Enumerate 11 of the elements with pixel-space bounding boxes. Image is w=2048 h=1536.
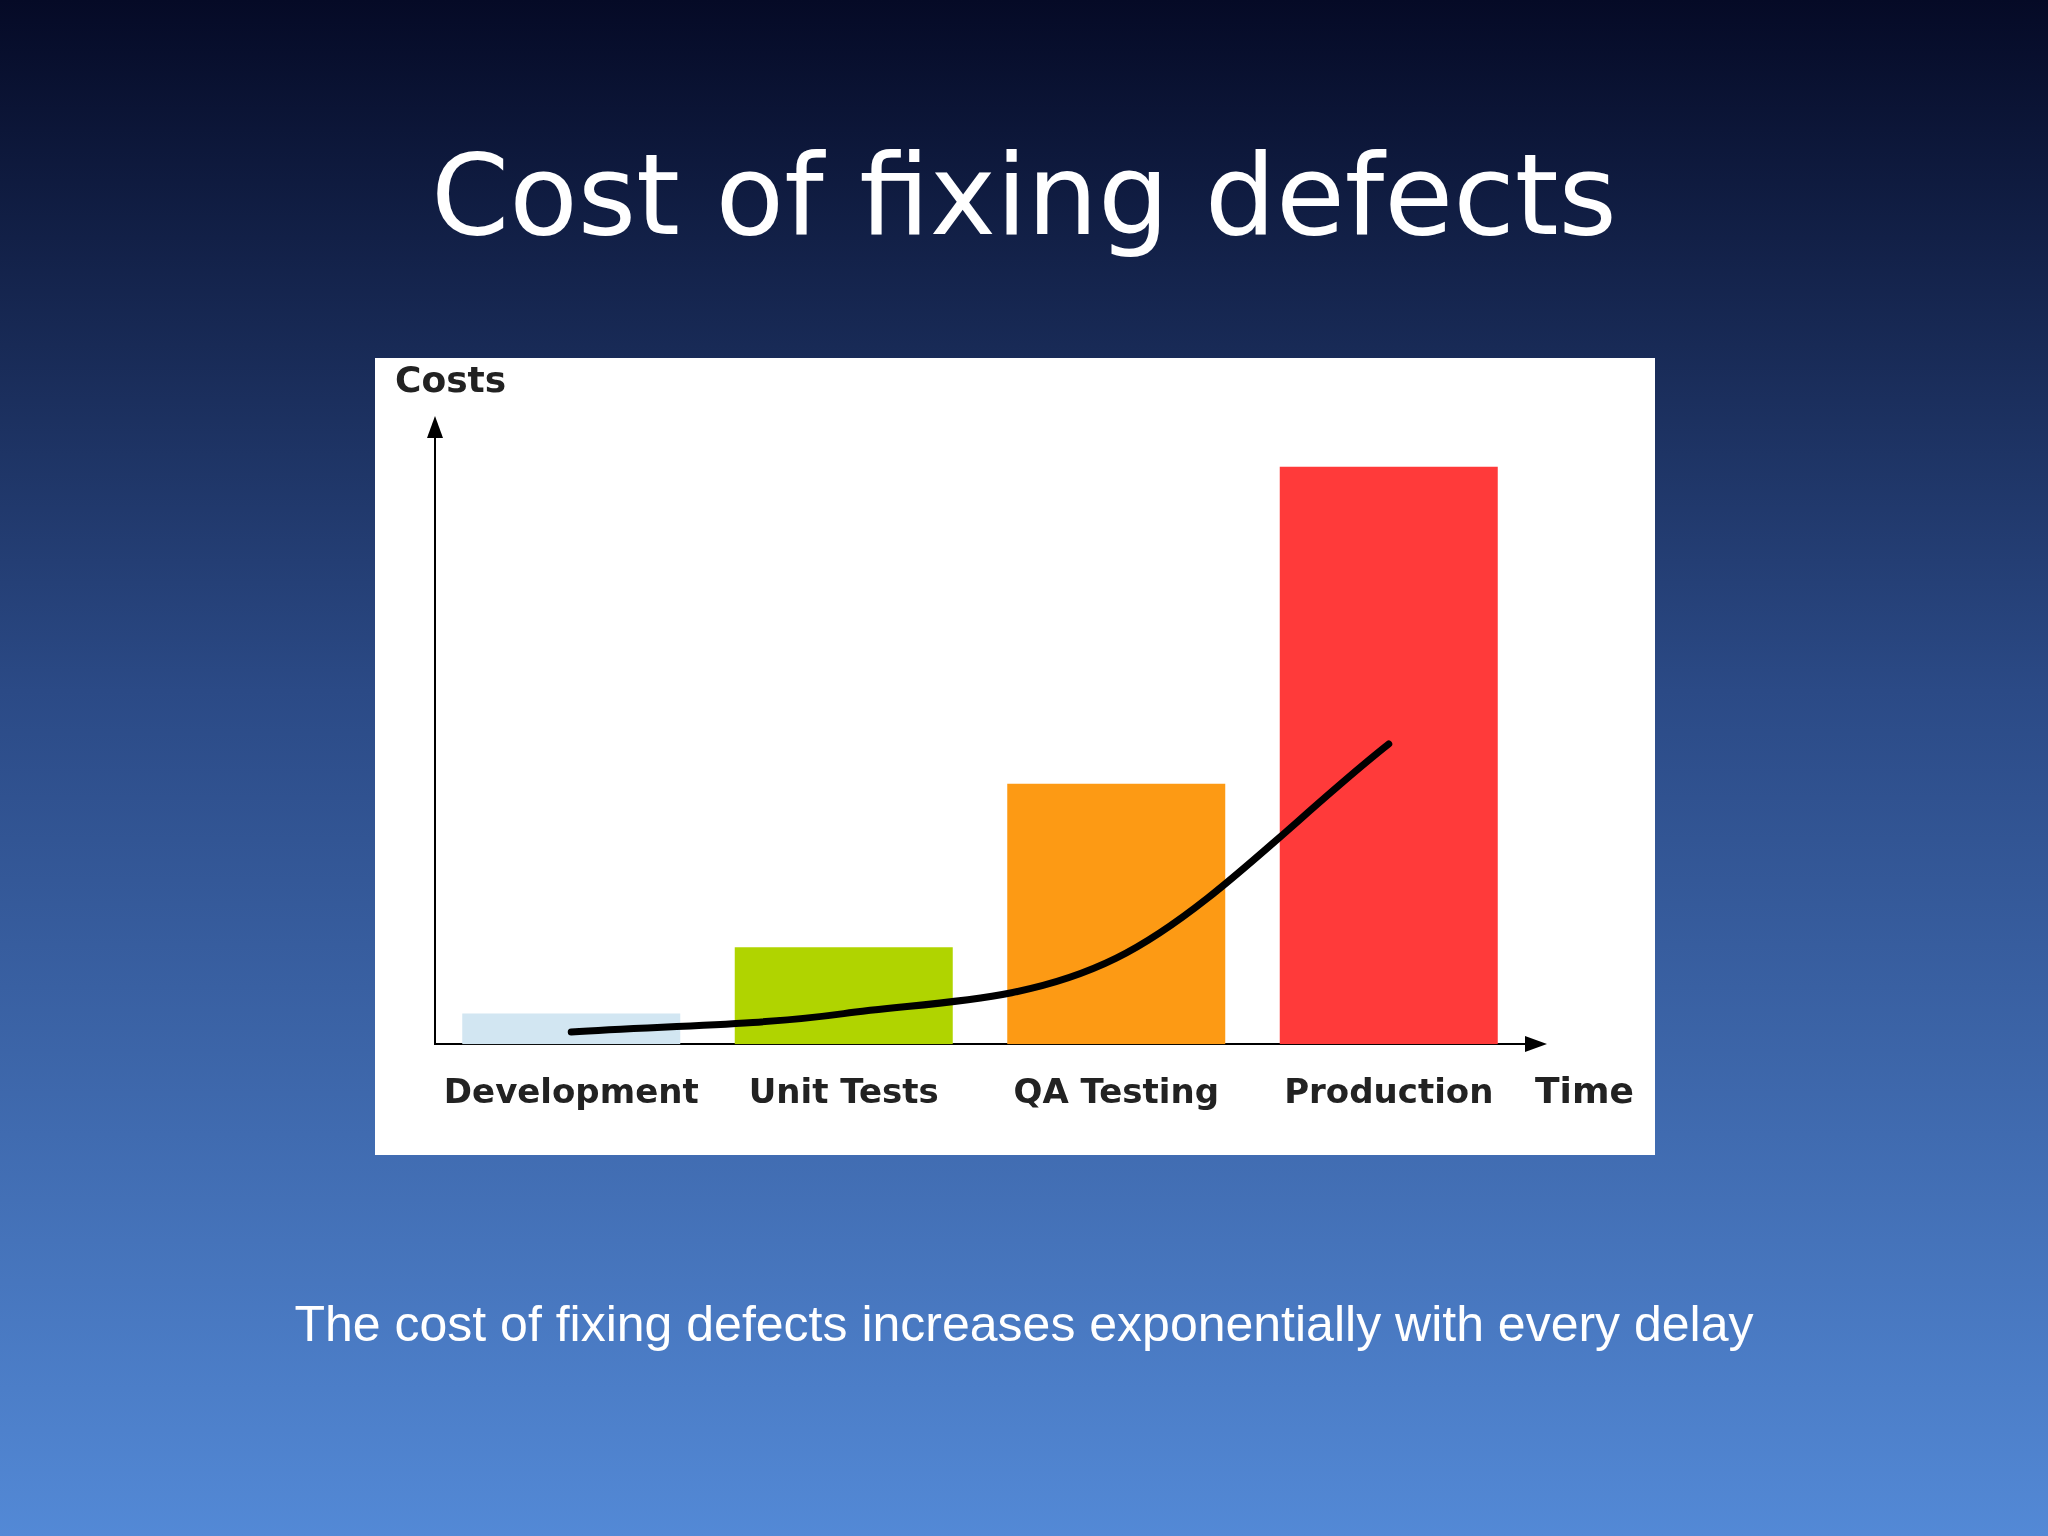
text: The cost of fixing defects increases exponentially with every delay (293, 1295, 1755, 1353)
chart-title: Cost of fixing defects (430, 130, 1618, 260)
bar (734, 947, 953, 1045)
x-tick-label: Development (443, 1071, 699, 1112)
x-tick-label: Production (1284, 1071, 1494, 1112)
x-tick-label: Unit Tests (748, 1071, 939, 1112)
y-axis-title: Costs (395, 358, 507, 402)
bar (1279, 466, 1498, 1045)
x-tick-label: QA Testing (1013, 1071, 1219, 1112)
bar (1007, 783, 1226, 1045)
x-axis-title: Time (1535, 1069, 1634, 1114)
